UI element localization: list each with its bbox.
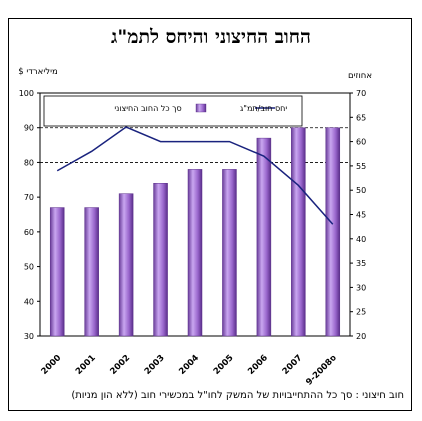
bar	[49, 207, 65, 337]
bar	[153, 183, 168, 337]
right-tick-label: 50	[356, 186, 366, 195]
right-tick-label: 70	[356, 89, 366, 98]
x-tick-label: 2007	[281, 353, 305, 377]
chart-title: החוב החיצוני והיחס לתמ"ג	[111, 26, 311, 48]
bar	[222, 169, 237, 337]
x-tick-label: 2004	[177, 353, 201, 377]
left-tick-label: 90	[24, 124, 34, 133]
legend-line-label: יחס חוב/תמ"ג	[240, 104, 287, 113]
x-tick-label: 2006	[246, 353, 270, 377]
bar	[291, 127, 306, 337]
right-tick-label: 55	[356, 162, 366, 171]
legend-box	[43, 95, 303, 127]
right-tick-label: 30	[356, 283, 366, 292]
right-tick-label: 25	[356, 308, 366, 317]
bar	[256, 137, 272, 337]
left-tick-label: 30	[24, 332, 34, 341]
left-tick-label: 50	[24, 263, 34, 272]
y-right-label: אחוזים	[348, 71, 372, 81]
x-tick-label: ס9-2008	[304, 353, 339, 388]
right-tick-label: 45	[356, 211, 366, 220]
right-tick-label: 40	[356, 235, 366, 244]
right-tick-label: 20	[356, 332, 366, 341]
left-tick-label: 80	[24, 158, 34, 167]
legend-bar-swatch	[195, 103, 207, 113]
right-tick-label: 60	[356, 138, 366, 147]
right-tick-label: 65	[356, 113, 366, 122]
bar	[84, 207, 99, 337]
chart-frame	[8, 18, 412, 411]
x-tick-label: 2003	[143, 353, 167, 377]
x-tick-label: 2000	[40, 353, 64, 377]
chart-footnote: חוב חיצוני : סך כל ההתחייבויות של המשק ל…	[71, 390, 404, 401]
x-tick-label: 2002	[108, 353, 132, 377]
x-tick-label: 2001	[74, 353, 98, 377]
x-tick-label: 2005	[212, 353, 236, 377]
left-tick-label: 40	[24, 297, 34, 306]
bar	[187, 169, 203, 337]
left-tick-label: 100	[19, 89, 34, 98]
legend-bar-label: סך כל החוב החיצוני	[114, 104, 181, 113]
y-left-label: מיליארדי $	[18, 67, 58, 77]
bar	[325, 127, 341, 337]
left-tick-label: 60	[24, 228, 34, 237]
bar	[118, 193, 134, 337]
series-line	[56, 126, 334, 225]
right-tick-label: 35	[356, 259, 366, 268]
left-tick-label: 70	[24, 193, 34, 202]
